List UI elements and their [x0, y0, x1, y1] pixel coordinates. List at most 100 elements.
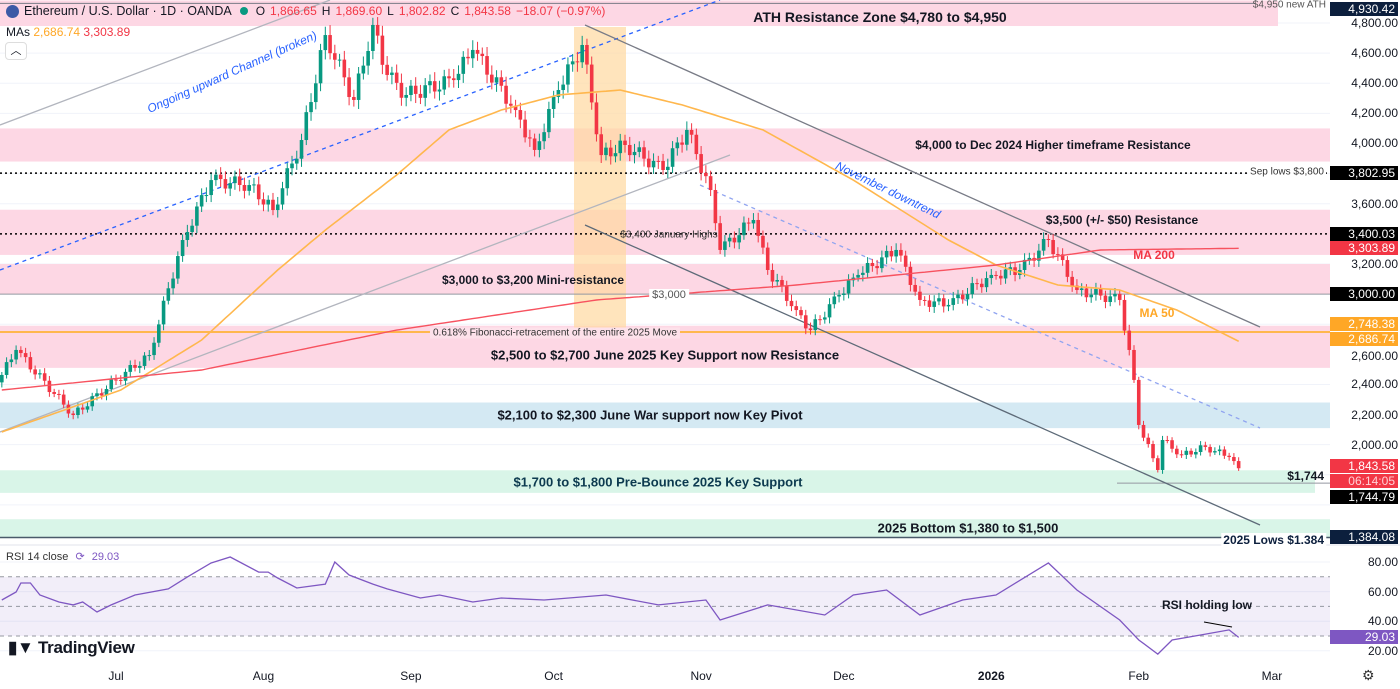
- close-label: C: [450, 4, 460, 18]
- candle-body: [970, 283, 975, 295]
- candle-body: [152, 342, 156, 356]
- candle-body: [870, 262, 875, 267]
- candle-body: [570, 61, 575, 65]
- candle-body: [585, 44, 589, 65]
- candle-body: [118, 379, 123, 381]
- symbol-header: Ethereum / U.S. Dollar · 1D · OANDA O 1,8…: [6, 4, 605, 18]
- tv-logo-icon: ▮▼: [8, 638, 39, 657]
- downtrend-lower-line: [584, 224, 1261, 526]
- candle-body: [1117, 293, 1122, 300]
- candle-body: [528, 137, 532, 139]
- candle-body: [1113, 293, 1117, 297]
- candle-body: [699, 154, 703, 173]
- collapse-legend-button[interactable]: ︿: [5, 42, 27, 60]
- candle-body: [1222, 449, 1227, 456]
- candle-body: [861, 272, 865, 275]
- candle-body: [794, 306, 799, 311]
- ath-level-label: $4,950 new ATH: [1252, 0, 1326, 11]
- zone-green: [0, 519, 1330, 539]
- candle-body: [352, 97, 356, 100]
- channel-lower-line: [0, 154, 731, 433]
- candle-body: [756, 219, 760, 236]
- price-tick: 3,600.00: [1351, 196, 1398, 211]
- candle-body: [147, 355, 152, 357]
- high-label: H: [321, 4, 331, 18]
- candle-body: [918, 291, 922, 300]
- time-tick: Aug: [252, 669, 275, 683]
- candle-body: [356, 73, 361, 100]
- candle-body: [1075, 285, 1079, 291]
- candle-body: [1022, 259, 1027, 270]
- candle-body: [599, 134, 604, 156]
- candle-body: [0, 374, 4, 383]
- candle-body: [337, 59, 342, 61]
- candle-body: [608, 147, 613, 157]
- zone-green: [0, 470, 1315, 493]
- candle-body: [670, 148, 675, 167]
- candle-body: [1136, 379, 1141, 425]
- candle-body: [490, 74, 494, 83]
- candle-body: [218, 174, 223, 180]
- ma50-line: [1, 89, 1240, 433]
- candle-body: [261, 199, 266, 205]
- candle-body: [494, 77, 499, 83]
- price-tag: 3,303.89: [1330, 241, 1398, 256]
- candle-body: [294, 158, 299, 164]
- candle-body: [52, 392, 56, 394]
- time-tick: Mar: [1261, 669, 1283, 683]
- candle-body: [80, 407, 85, 410]
- ma-legend[interactable]: MAs 2,686.74 3,303.89: [6, 25, 130, 39]
- candle-body: [290, 163, 294, 169]
- candle-body: [157, 324, 161, 343]
- candle-body: [908, 266, 913, 285]
- candle-body: [466, 56, 470, 59]
- price-tag: 2,748.38: [1330, 317, 1398, 331]
- candle-body: [1094, 289, 1098, 295]
- price-tick: 2,400.00: [1351, 377, 1398, 392]
- candle-body: [342, 59, 347, 78]
- candle-body: [61, 394, 66, 405]
- candle-body: [1065, 260, 1070, 277]
- change-value: −18.07 (−0.97%): [515, 4, 606, 18]
- candle-body: [1070, 276, 1074, 286]
- candle-body: [656, 160, 661, 162]
- ma200-line: [1, 247, 1239, 391]
- resistance-3500-label: $3,500 (+/- $50) Resistance: [1045, 213, 1199, 227]
- rsi-value: 29.03: [91, 551, 120, 563]
- candle-body: [95, 393, 99, 397]
- candle-body: [423, 85, 428, 98]
- candle-body: [1079, 288, 1084, 291]
- candle-body: [1194, 452, 1198, 455]
- candle-body: [589, 64, 594, 103]
- candle-body: [432, 81, 437, 92]
- candle-body: [566, 64, 570, 85]
- time-tick: Dec: [833, 669, 855, 683]
- candle-body: [304, 112, 309, 141]
- settings-button[interactable]: ⚙: [1362, 667, 1375, 684]
- candle-body: [137, 365, 142, 368]
- tradingview-logo[interactable]: ▮▼ TradingView: [8, 638, 135, 658]
- candle-body: [1132, 349, 1136, 380]
- candle-body: [1041, 239, 1046, 251]
- candle-body: [713, 190, 718, 224]
- rsi-tag: 29.03: [1330, 630, 1398, 644]
- candle-body: [1151, 444, 1155, 459]
- candle-body: [884, 250, 889, 258]
- candle-body: [180, 240, 185, 257]
- candle-body: [1179, 454, 1184, 456]
- candle-body: [4, 362, 9, 375]
- candle-body: [256, 184, 261, 200]
- candle-body: [190, 225, 194, 233]
- price-tag: 3,000.00: [1330, 287, 1398, 302]
- candle-body: [375, 24, 380, 36]
- price-tag: 1,384.08: [1330, 530, 1398, 545]
- candle-body: [104, 388, 109, 396]
- rsi-legend[interactable]: RSI 14 close ⟳ 29.03: [6, 550, 119, 563]
- june-support-label: $2,500 to $2,700 June 2025 Key Support n…: [490, 347, 840, 363]
- price-tick: 3,200.00: [1351, 256, 1398, 271]
- symbol-title[interactable]: Ethereum / U.S. Dollar · 1D · OANDA: [24, 4, 232, 18]
- candle-body: [299, 140, 304, 159]
- zone-pink: [0, 128, 1330, 162]
- candle-body: [456, 73, 461, 81]
